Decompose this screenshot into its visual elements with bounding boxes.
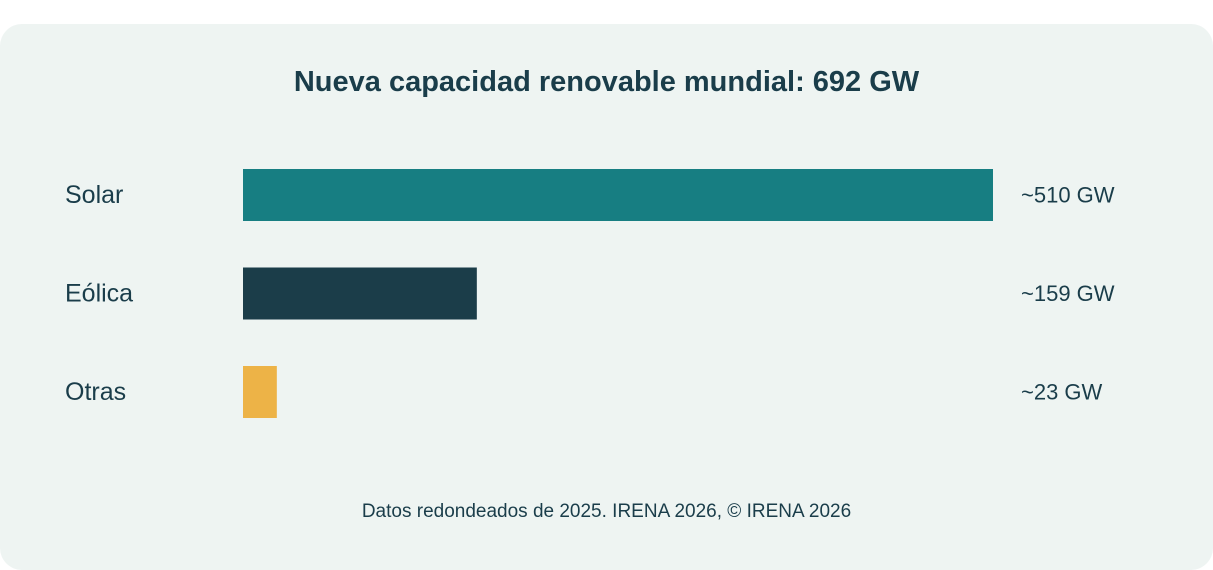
value-label-otras: ~23 GW xyxy=(1021,380,1103,405)
value-label-solar: ~510 GW xyxy=(1021,183,1115,208)
bar-otras xyxy=(243,366,277,418)
value-label-eolica: ~159 GW xyxy=(1021,281,1115,306)
category-label-otras: Otras xyxy=(65,378,126,406)
chart-plot: Solar ~510 GW Eólica ~159 GW Otras ~23 GW xyxy=(65,169,1115,418)
bar-eolica xyxy=(243,267,477,320)
chart-card: Nueva capacidad renovable mundial: 692 G… xyxy=(0,24,1213,570)
bar-group: Solar ~510 GW Eólica ~159 GW Otras ~23 GW xyxy=(65,169,1115,418)
category-label-eolica: Eólica xyxy=(65,280,133,308)
chart-source-note: Datos redondeados de 2025. IRENA 2026, ©… xyxy=(361,501,852,522)
category-label-solar: Solar xyxy=(65,181,123,209)
bar-solar xyxy=(243,169,993,221)
chart-title: Nueva capacidad renovable mundial: 692 G… xyxy=(293,66,920,98)
